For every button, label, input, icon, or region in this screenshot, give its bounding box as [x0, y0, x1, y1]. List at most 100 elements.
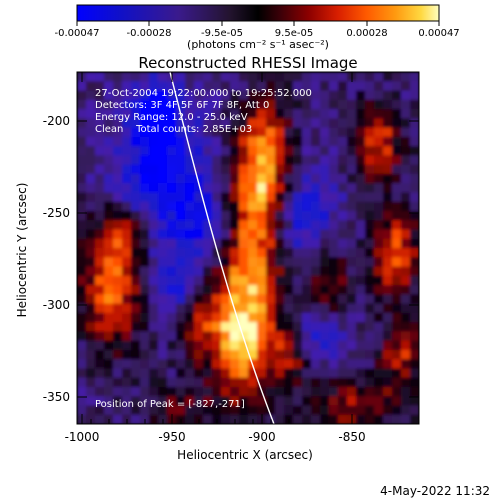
- map-pixel: [239, 136, 249, 147]
- map-pixel: [320, 322, 330, 332]
- map-pixel: [284, 275, 294, 286]
- map-pixel: [302, 192, 312, 203]
- map-pixel: [374, 322, 384, 332]
- map-pixel: [239, 257, 249, 268]
- map-pixel: [230, 90, 240, 101]
- map-pixel: [176, 349, 186, 360]
- map-pixel: [230, 109, 240, 119]
- map-pixel: [149, 312, 159, 323]
- map-pixel: [140, 331, 150, 342]
- map-pixel: [230, 285, 240, 295]
- map-pixel: [365, 266, 375, 277]
- map-pixel: [338, 81, 348, 92]
- map-pixel: [77, 349, 87, 360]
- map-pixel: [77, 266, 87, 277]
- map-pixel: [230, 294, 240, 305]
- map-pixel: [410, 72, 419, 82]
- map-pixel: [158, 127, 168, 138]
- map-pixel: [248, 155, 258, 166]
- x-axis-label: Heliocentric X (arcsec): [177, 448, 313, 462]
- map-pixel: [176, 155, 186, 166]
- map-pixel: [221, 257, 231, 268]
- map-pixel: [149, 192, 159, 203]
- map-pixel: [302, 136, 312, 147]
- map-pixel: [293, 405, 303, 416]
- map-pixel: [122, 359, 132, 370]
- map-pixel: [392, 81, 402, 92]
- map-pixel: [401, 359, 411, 370]
- map-pixel: [77, 294, 87, 305]
- map-pixel: [95, 405, 105, 416]
- map-pixel: [248, 201, 258, 212]
- map-pixel: [86, 201, 96, 212]
- map-pixel: [104, 146, 114, 156]
- map-pixel: [284, 90, 294, 101]
- map-pixel: [194, 266, 204, 277]
- map-pixel: [194, 248, 204, 258]
- map-pixel: [203, 257, 213, 268]
- map-pixel: [410, 359, 419, 370]
- map-pixel: [329, 294, 339, 305]
- map-pixel: [149, 183, 159, 194]
- map-pixel: [212, 349, 222, 360]
- map-pixel: [320, 238, 330, 249]
- map-pixel: [122, 229, 132, 240]
- map-pixel: [383, 127, 393, 138]
- map-pixel: [230, 349, 240, 360]
- map-pixel: [338, 118, 348, 129]
- map-pixel: [221, 285, 231, 295]
- map-pixel: [149, 229, 159, 240]
- map-pixel: [311, 285, 321, 295]
- map-pixel: [338, 248, 348, 258]
- map-pixel: [347, 248, 357, 258]
- map-pixel: [302, 349, 312, 360]
- map-pixel: [410, 136, 419, 147]
- map-pixel: [221, 396, 231, 407]
- map-pixel: [302, 99, 312, 110]
- map-pixel: [104, 368, 114, 379]
- map-pixel: [248, 81, 258, 92]
- map-pixel: [95, 275, 105, 286]
- map-pixel: [230, 331, 240, 342]
- map-pixel: [104, 257, 114, 268]
- map-pixel: [311, 99, 321, 110]
- map-pixel: [347, 266, 357, 277]
- map-pixel: [248, 72, 258, 82]
- map-pixel: [401, 312, 411, 323]
- map-pixel: [122, 312, 132, 323]
- map-pixel: [203, 275, 213, 286]
- map-pixel: [86, 377, 96, 388]
- map-pixel: [392, 127, 402, 138]
- map-pixel: [347, 99, 357, 110]
- map-pixel: [86, 136, 96, 147]
- map-pixel: [302, 90, 312, 101]
- map-pixel: [158, 183, 168, 194]
- map-pixel: [329, 340, 339, 351]
- map-pixel: [266, 90, 276, 101]
- map-pixel: [113, 136, 123, 147]
- map-pixel: [158, 294, 168, 305]
- map-pixel: [140, 349, 150, 360]
- map-pixel: [167, 210, 177, 221]
- map-pixel: [275, 72, 285, 82]
- map-pixel: [257, 248, 267, 258]
- map-pixel: [293, 377, 303, 388]
- map-pixel: [140, 146, 150, 156]
- map-pixel: [158, 396, 168, 407]
- map-pixel: [131, 303, 141, 314]
- map-pixel: [410, 81, 419, 92]
- map-pixel: [302, 414, 312, 424]
- map-pixel: [77, 136, 87, 147]
- map-pixel: [95, 155, 105, 166]
- map-pixel: [383, 192, 393, 203]
- map-pixel: [203, 164, 213, 175]
- map-pixel: [239, 210, 249, 221]
- map-pixel: [239, 201, 249, 212]
- map-pixel: [221, 192, 231, 203]
- map-pixel: [185, 220, 195, 231]
- map-pixel: [410, 90, 419, 101]
- map-pixel: [410, 109, 419, 119]
- map-pixel: [158, 266, 168, 277]
- map-pixel: [176, 183, 186, 194]
- map-pixel: [185, 266, 195, 277]
